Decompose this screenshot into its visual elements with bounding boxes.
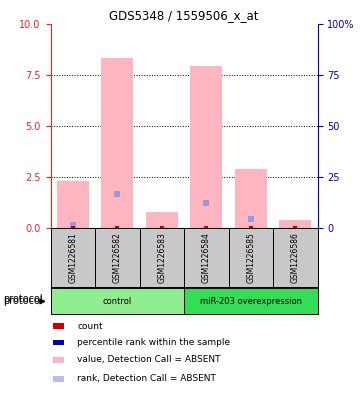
Bar <box>95 228 140 287</box>
Bar <box>53 323 64 329</box>
Text: protocol: protocol <box>4 296 43 307</box>
Bar <box>140 228 184 287</box>
Bar <box>53 357 64 363</box>
Bar <box>184 228 229 287</box>
Text: value, Detection Call = ABSENT: value, Detection Call = ABSENT <box>77 356 221 364</box>
Title: GDS5348 / 1559506_x_at: GDS5348 / 1559506_x_at <box>109 9 259 22</box>
Bar <box>273 228 318 287</box>
Text: GSM1226584: GSM1226584 <box>202 232 211 283</box>
Text: rank, Detection Call = ABSENT: rank, Detection Call = ABSENT <box>77 375 216 383</box>
Text: GSM1226585: GSM1226585 <box>247 232 255 283</box>
Bar <box>146 211 178 228</box>
Bar <box>53 376 64 382</box>
Bar <box>53 340 64 345</box>
Text: GSM1226582: GSM1226582 <box>113 232 122 283</box>
Text: miR-203 overexpression: miR-203 overexpression <box>200 297 302 306</box>
Text: GSM1226583: GSM1226583 <box>157 232 166 283</box>
Text: protocol: protocol <box>4 294 43 305</box>
Bar <box>184 288 318 314</box>
Bar <box>190 66 222 228</box>
Bar <box>51 288 184 314</box>
Bar <box>57 181 89 228</box>
Bar <box>279 220 312 228</box>
Text: GSM1226586: GSM1226586 <box>291 232 300 283</box>
Bar <box>235 169 267 228</box>
Bar <box>51 228 95 287</box>
Text: count: count <box>77 322 103 331</box>
Bar <box>229 228 273 287</box>
Text: control: control <box>103 297 132 306</box>
Text: GSM1226581: GSM1226581 <box>68 232 77 283</box>
Text: percentile rank within the sample: percentile rank within the sample <box>77 338 230 347</box>
Bar <box>101 58 133 228</box>
